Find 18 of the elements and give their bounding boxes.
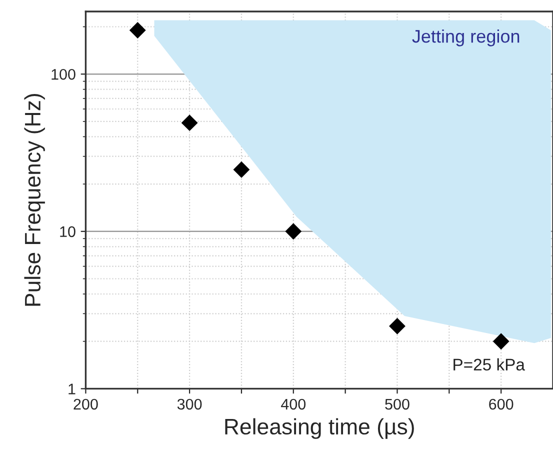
x-tick-label: 500 xyxy=(385,398,410,410)
annotation: P=25 kPa xyxy=(454,358,525,371)
point xyxy=(492,333,510,350)
point xyxy=(389,318,406,334)
x-tick-label: 400 xyxy=(281,398,306,410)
point xyxy=(181,114,198,132)
x-axis-title: Releasing time (µs) xyxy=(225,418,414,439)
point xyxy=(129,22,146,38)
x-tick-label: 600 xyxy=(489,398,514,410)
y-axis-title: Pulse Frequency (Hz) xyxy=(24,94,45,306)
y-tick-label: 100 xyxy=(52,68,76,80)
point xyxy=(285,223,302,240)
x-tick-label: 200 xyxy=(74,398,98,410)
y-tick-label: 10 xyxy=(60,226,76,238)
point xyxy=(233,161,250,178)
annotation: Jetting region xyxy=(412,29,520,46)
x-tick-label: 300 xyxy=(177,398,202,410)
y-tick-label: 1 xyxy=(68,384,76,394)
